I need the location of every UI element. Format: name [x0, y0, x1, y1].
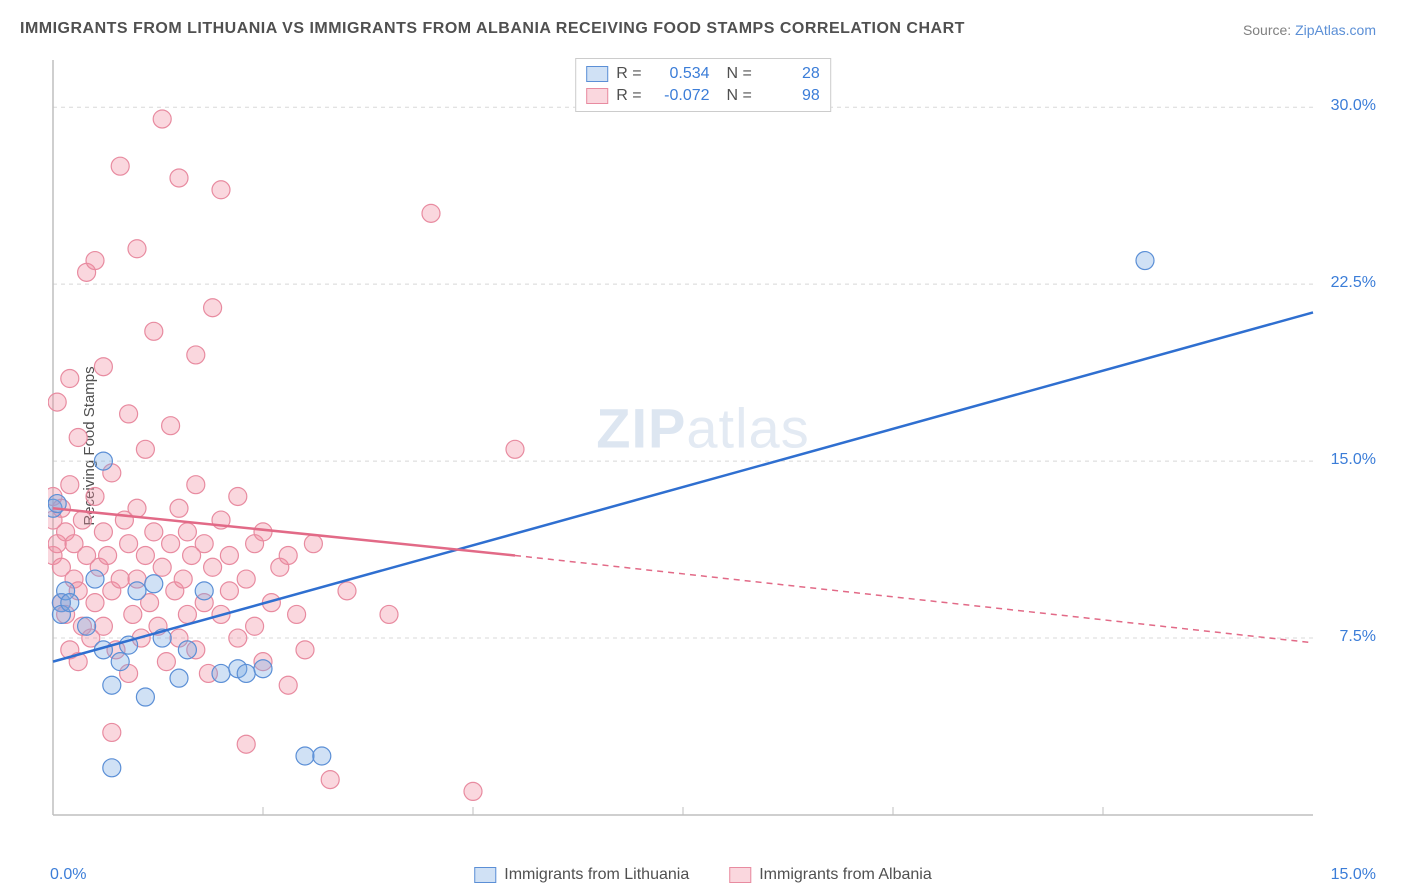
legend-correlation-box: R = 0.534 N = 28 R = -0.072 N = 98 [575, 58, 831, 112]
legend-item-albania: Immigrants from Albania [729, 866, 932, 884]
legend-row-albania: R = -0.072 N = 98 [586, 85, 820, 107]
legend-item-lithuania: Immigrants from Lithuania [474, 866, 689, 884]
legend-swatch-albania [586, 88, 608, 104]
legend-series-box: Immigrants from Lithuania Immigrants fro… [474, 866, 931, 884]
y-tick-label: 22.5% [1331, 274, 1376, 292]
n-value-albania: 98 [760, 87, 820, 105]
source-attribution: Source: ZipAtlas.com [1243, 22, 1376, 38]
r-value-albania: -0.072 [650, 87, 710, 105]
chart-plot-area [48, 55, 1368, 845]
y-tick-label: 15.0% [1331, 451, 1376, 469]
r-value-lithuania: 0.534 [650, 65, 710, 83]
legend-label-lithuania: Immigrants from Lithuania [504, 866, 689, 884]
chart-svg [48, 55, 1368, 845]
legend-label-albania: Immigrants from Albania [759, 866, 932, 884]
source-label: Source: [1243, 22, 1291, 38]
x-axis-label-max: 15.0% [1331, 866, 1376, 884]
legend-swatch-albania-icon [729, 867, 751, 883]
r-label: R = [616, 65, 641, 83]
legend-swatch-lithuania [586, 66, 608, 82]
y-tick-label: 7.5% [1340, 628, 1376, 646]
y-tick-label: 30.0% [1331, 97, 1376, 115]
legend-swatch-lithuania-icon [474, 867, 496, 883]
n-label: N = [718, 87, 752, 105]
legend-row-lithuania: R = 0.534 N = 28 [586, 63, 820, 85]
x-axis-label-min: 0.0% [50, 866, 86, 884]
n-label: N = [718, 65, 752, 83]
chart-title: IMMIGRANTS FROM LITHUANIA VS IMMIGRANTS … [20, 20, 965, 38]
r-label: R = [616, 87, 641, 105]
source-link[interactable]: ZipAtlas.com [1295, 22, 1376, 38]
n-value-lithuania: 28 [760, 65, 820, 83]
